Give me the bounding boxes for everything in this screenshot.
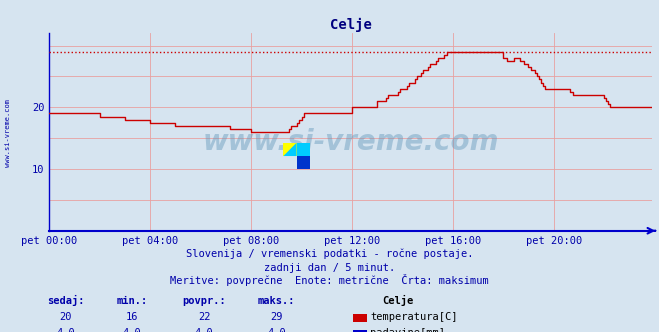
Text: sedaj:: sedaj:	[47, 295, 84, 306]
Text: 4,0: 4,0	[57, 328, 75, 332]
Bar	[297, 156, 310, 169]
Text: Slovenija / vremenski podatki - ročne postaje.: Slovenija / vremenski podatki - ročne po…	[186, 249, 473, 259]
Text: min.:: min.:	[116, 296, 148, 306]
Text: zadnji dan / 5 minut.: zadnji dan / 5 minut.	[264, 263, 395, 273]
Bar	[283, 143, 297, 156]
Text: 4,0: 4,0	[123, 328, 141, 332]
Text: 29: 29	[271, 312, 283, 322]
Polygon shape	[283, 143, 297, 156]
Text: padavine[mm]: padavine[mm]	[370, 328, 445, 332]
Text: maks.:: maks.:	[258, 296, 295, 306]
Text: temperatura[C]: temperatura[C]	[370, 312, 458, 322]
Text: www.si-vreme.com: www.si-vreme.com	[203, 128, 499, 156]
Title: Celje: Celje	[330, 18, 372, 32]
Text: 4,0: 4,0	[195, 328, 214, 332]
Text: 16: 16	[126, 312, 138, 322]
Bar	[297, 143, 310, 156]
Text: povpr.:: povpr.:	[183, 296, 226, 306]
Text: 22: 22	[198, 312, 210, 322]
Text: www.si-vreme.com: www.si-vreme.com	[5, 99, 11, 167]
Text: Celje: Celje	[382, 295, 413, 306]
Text: Meritve: povprečne  Enote: metrične  Črta: maksimum: Meritve: povprečne Enote: metrične Črta:…	[170, 274, 489, 286]
Text: 4,0: 4,0	[268, 328, 286, 332]
Text: 20: 20	[60, 312, 72, 322]
